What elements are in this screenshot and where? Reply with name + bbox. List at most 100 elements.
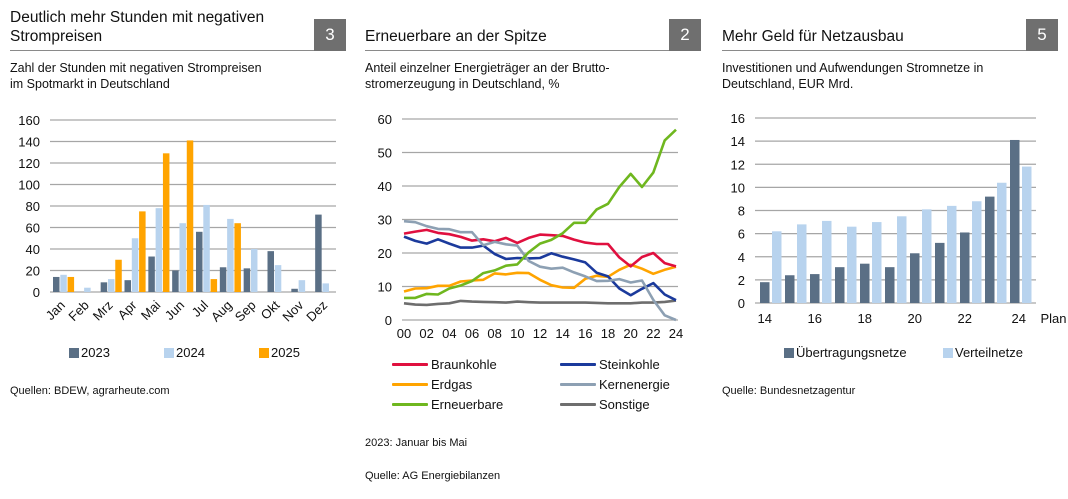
y-tick-label: 10 (378, 280, 392, 295)
chart-footnote: 2023: Januar bis Mai (365, 437, 468, 449)
y-tick-label: 40 (26, 242, 40, 257)
panel-header: Erneuerbare an der Spitze 2 (365, 13, 701, 51)
source-note: Quelle: AG Energiebilanzen (365, 470, 501, 482)
legend-line-swatch (560, 383, 596, 386)
legend-item-verteilnetze: Verteilnetze (943, 345, 1023, 360)
x-tick-label: Jan (43, 298, 68, 323)
bar-Übertragungsnetze-23 (985, 196, 995, 303)
source-note: Quellen: BDEW, agrarheute.com (10, 385, 170, 397)
legend-swatch (784, 347, 794, 358)
y-tick-label: 0 (738, 296, 745, 311)
legend-label: Steinkohle (599, 357, 660, 372)
y-tick-label: 16 (731, 111, 745, 126)
bar-Übertragungsnetze-24 (1010, 139, 1020, 303)
x-tick-label: Jul (189, 297, 211, 319)
legend-item-uebertragungsnetze: Übertragungsnetze (784, 345, 907, 360)
x-tick-label: 20 (908, 311, 922, 326)
bar-Übertragungsnetze-20 (910, 253, 920, 303)
x-tick-label: 18 (601, 326, 615, 341)
bar-2025-Jun (186, 140, 194, 292)
chart-subtitle: Anteil einzelner Energieträger an der Br… (365, 60, 695, 92)
bar-2023-Dez (315, 214, 322, 292)
bar-Verteilnetze-22 (972, 201, 982, 303)
line-chart-energy-mix: 0 10 20 30 40 50 60 00 02 04 06 08 10 12 14 16 18 20 22 24 (378, 112, 684, 341)
panel-header: Mehr Geld für Netzausbau 5 (722, 13, 1058, 51)
bar-Verteilnetze-17 (847, 226, 857, 303)
title-line: Deutlich mehr Stunden mit negativen (10, 9, 265, 26)
subtitle-line: Investitionen und Aufwendungen Stromnetz… (722, 61, 984, 75)
panel-number-badge: 2 (669, 19, 701, 51)
x-tick-label: 14 (758, 311, 772, 326)
bar-Übertragungsnetze-15 (785, 275, 795, 303)
bar-Übertragungsnetze-21 (935, 242, 945, 303)
bar-2023-Jun (172, 270, 179, 292)
legend-line-swatch (392, 383, 428, 386)
y-tick-label: 10 (731, 180, 745, 195)
bar-Übertragungsnetze-17 (835, 267, 845, 303)
legend-label: Erdgas (431, 377, 473, 392)
legend-item-2023: 2023 (69, 345, 110, 360)
legend-line-swatch (392, 363, 428, 366)
bar-2023-Nov (291, 288, 298, 292)
bar-2025-Mai (162, 153, 170, 292)
subtitle-line: stromerzeugung in Deutschland, % (365, 77, 560, 91)
bar-2025-Jan (67, 276, 75, 292)
x-tick-label: 08 (487, 326, 501, 341)
panel-grid-investment: Mehr Geld für Netzausbau 5 Investitionen… (722, 0, 1067, 499)
legend-label: Erneuerbare (431, 397, 504, 412)
subtitle-line: Anteil einzelner Energieträger an der Br… (365, 61, 610, 75)
legend-label: Verteilnetze (955, 345, 1023, 360)
bar-Übertragungsnetze-19 (885, 267, 895, 303)
chart-subtitle: Investitionen und Aufwendungen Stromnetz… (722, 60, 1052, 92)
subtitle-line: im Spotmarkt in Deutschland (10, 77, 170, 91)
bar-2024-Mrz (107, 279, 115, 292)
bar-2024-Jan (60, 274, 67, 292)
panel-number-badge: 5 (1026, 19, 1058, 51)
y-tick-label: 60 (378, 112, 392, 127)
bar-2023-Aug (219, 267, 227, 292)
x-tick-label: 00 (397, 326, 411, 341)
x-tick-label: 02 (419, 326, 433, 341)
legend-swatch (69, 347, 79, 358)
y-tick-label: 140 (18, 135, 40, 150)
y-tick-label: 30 (378, 213, 392, 228)
bar-Verteilnetze-16 (822, 220, 832, 303)
x-tick-label: 18 (858, 311, 872, 326)
bar-2024-Jun (179, 223, 186, 292)
x-tick-label: Plan (1040, 311, 1066, 326)
legend-label: 2023 (81, 345, 110, 360)
x-tick-label: 16 (808, 311, 822, 326)
x-tick-label: 12 (533, 326, 547, 341)
y-tick-label: 60 (26, 221, 40, 236)
bar-Übertragungsnetze-14 (760, 282, 770, 303)
bar-Übertragungsnetze-22 (960, 232, 970, 303)
x-tick-label: 10 (510, 326, 524, 341)
bar-2023-Jan (53, 276, 60, 292)
x-tick-label: Mrz (90, 298, 116, 324)
line-braunkohle (403, 228, 677, 268)
y-tick-label: 20 (26, 264, 40, 279)
legend-label: Übertragungsnetze (796, 345, 907, 360)
legend-line-swatch (560, 363, 596, 366)
line-steinkohle (403, 235, 677, 302)
bar-2024-Nov (298, 280, 306, 292)
y-tick-label: 6 (738, 227, 745, 242)
bar-2024-Feb (84, 287, 91, 292)
legend-line-swatch (560, 403, 596, 406)
legend-item-braunkohle: Braunkohle (392, 357, 497, 372)
y-tick-label: 40 (378, 179, 392, 194)
legend-item-steinkohle: Steinkohle (560, 357, 660, 372)
bar-Verteilnetze-14 (772, 231, 782, 303)
legend-label: Kernenergie (599, 377, 670, 392)
legend-label: Sonstige (599, 397, 650, 412)
y-tick-label: 4 (738, 250, 745, 265)
panel-negative-prices: Deutlich mehr Stunden mit negativen Stro… (10, 0, 346, 499)
bar-Verteilnetze-21 (947, 205, 957, 303)
bar-2024-Okt (274, 265, 282, 292)
line-erdgas (403, 263, 677, 293)
x-tick-label: 24 (1012, 311, 1026, 326)
bar-2023-Sep (243, 268, 251, 292)
y-tick-label: 100 (18, 178, 40, 193)
bar-Verteilnetze-15 (797, 224, 807, 303)
x-tick-label: 20 (623, 326, 637, 341)
